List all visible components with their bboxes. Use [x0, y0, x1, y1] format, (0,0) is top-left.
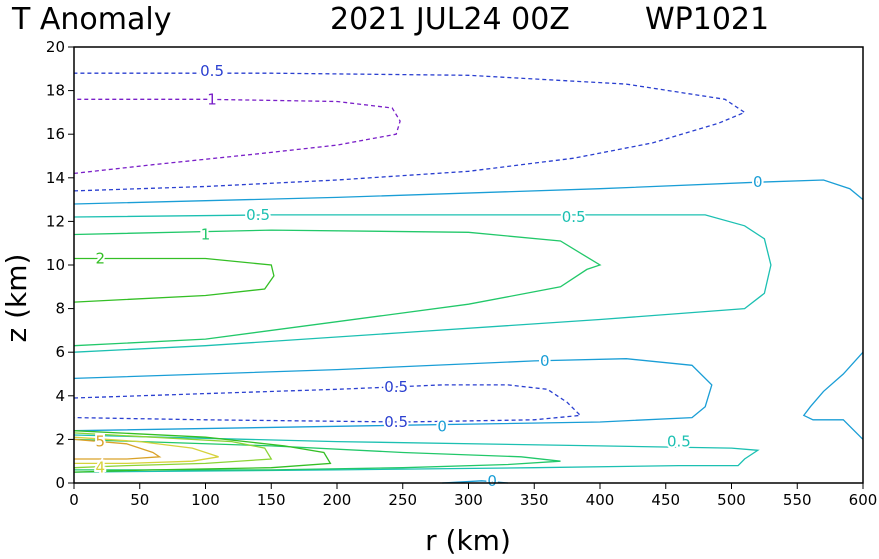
y-tick-label: 12 — [46, 212, 65, 230]
contour-label: 0.5 — [200, 62, 224, 80]
contour-line — [73, 257, 275, 303]
contour-line — [73, 432, 273, 469]
contour-line — [73, 434, 760, 473]
y-tick-label: 10 — [46, 256, 65, 274]
contour-line — [73, 438, 162, 460]
chart-title-date: 2021 JUL24 00Z — [330, 2, 570, 37]
y-tick-label: 4 — [55, 387, 65, 405]
x-tick-label: 200 — [323, 491, 352, 509]
contour-label: 0.5 — [246, 206, 270, 224]
y-tick-label: 16 — [46, 125, 65, 143]
y-tick-label: 2 — [55, 430, 65, 448]
contour-label: 0 — [437, 417, 447, 435]
x-tick-label: 150 — [257, 491, 286, 509]
y-axis-ticks: 0 2 4 6 8 10 12 14 16 18 20 — [46, 38, 74, 492]
x-axis-label: r (km) — [425, 524, 511, 557]
contour-line — [802, 351, 864, 440]
contour-label: 0 — [753, 173, 763, 191]
contour-lines — [73, 72, 864, 484]
x-tick-label: 550 — [783, 491, 812, 509]
y-tick-label: 18 — [46, 82, 65, 100]
y-tick-label: 6 — [55, 343, 65, 361]
y-axis-label: z (km) — [0, 254, 33, 343]
x-tick-label: 300 — [454, 491, 483, 509]
plot-frame — [73, 46, 864, 484]
chart-title-left: T Anomaly — [11, 2, 171, 37]
contour-line — [73, 358, 713, 432]
contour-label: 0.5 — [667, 433, 691, 451]
x-tick-label: 450 — [651, 491, 680, 509]
contour-labels: 1 0.5 0.5 0.5 0 0 0 0 0.5 0.5 0.5 1 2 4 5 — [94, 60, 765, 492]
contour-label: 0.5 — [562, 208, 586, 226]
x-tick-label: 350 — [520, 491, 549, 509]
contour-label: 2 — [96, 249, 106, 267]
contour-line — [73, 438, 561, 471]
y-tick-label: 0 — [55, 474, 65, 492]
contour-line — [73, 214, 772, 353]
contour-line — [73, 179, 864, 205]
x-axis-ticks: 0 50 100 150 200 250 300 350 400 450 500 550 600 — [69, 483, 877, 509]
contour-label: 0.5 — [384, 413, 408, 431]
y-tick-label: 8 — [55, 300, 65, 318]
contour-label: 0 — [487, 472, 497, 490]
contour-line — [73, 98, 401, 175]
x-tick-label: 50 — [130, 491, 149, 509]
x-tick-label: 250 — [388, 491, 417, 509]
contour-label: 1 — [207, 90, 217, 108]
contour-label: 4 — [96, 459, 106, 477]
contour-label: 1 — [201, 225, 211, 243]
y-tick-label: 14 — [46, 169, 65, 187]
x-tick-label: 100 — [191, 491, 220, 509]
contour-line — [73, 229, 602, 347]
contour-label: 0 — [540, 352, 550, 370]
contour-line — [73, 430, 332, 473]
x-tick-label: 500 — [717, 491, 746, 509]
x-tick-label: 400 — [586, 491, 615, 509]
y-tick-label: 20 — [46, 38, 65, 56]
contour-label: 5 — [96, 433, 106, 451]
chart-title-storm: WP1021 — [645, 2, 769, 37]
contour-line — [73, 436, 219, 465]
contour-line — [73, 384, 582, 423]
contour-line — [73, 72, 746, 192]
contour-label: 0.5 — [384, 378, 408, 396]
x-tick-label: 0 — [69, 491, 79, 509]
x-tick-label: 600 — [849, 491, 878, 509]
